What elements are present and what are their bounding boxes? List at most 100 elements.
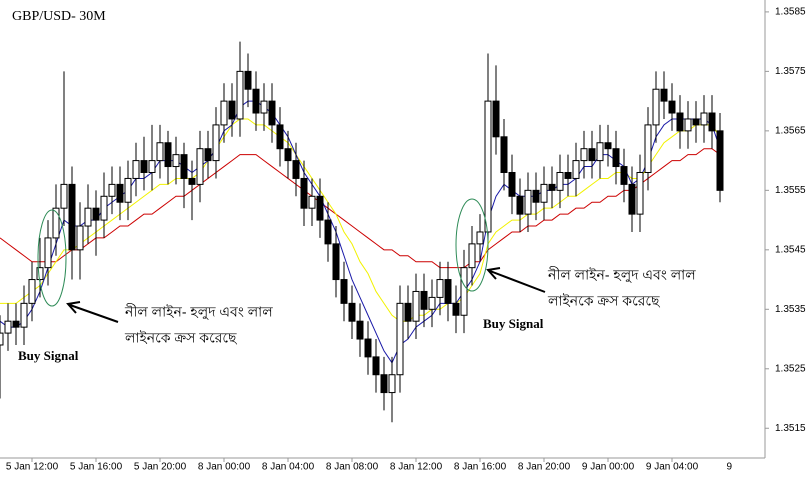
candle-body [612, 148, 620, 168]
annotation: লাইনকে ক্রস করেছে [547, 293, 661, 309]
candle-body [172, 154, 180, 168]
candle-body [276, 124, 284, 150]
candle-body [260, 100, 268, 114]
plot [0, 41, 724, 423]
candle-body [700, 112, 708, 126]
candle-body [460, 267, 468, 316]
candle-body [668, 100, 676, 114]
candle-body [716, 130, 724, 191]
candle-body [524, 189, 532, 215]
candle-body [252, 88, 260, 114]
y-tick-label: 1.3565 [775, 125, 806, 136]
arrow-head [66, 301, 81, 314]
signal-ellipse [455, 198, 489, 292]
candle-body [516, 195, 524, 215]
arrow-head [486, 267, 501, 280]
x-tick-label: 9 Jan 00:00 [582, 462, 635, 473]
candle-body [148, 160, 156, 173]
candle-body [340, 279, 348, 304]
candle-body [308, 195, 316, 209]
candle-body [44, 237, 52, 269]
candle-body [436, 279, 444, 298]
candle-body [404, 302, 412, 322]
y-tick-label: 1.3525 [775, 363, 806, 374]
candle-body [332, 243, 340, 281]
arrow [69, 304, 119, 323]
x-tick-label: 8 Jan 12:00 [390, 462, 443, 473]
candle-body [692, 118, 700, 126]
x-tick-label: 5 Jan 20:00 [134, 462, 187, 473]
candle-body [588, 148, 596, 162]
candle-body [484, 100, 492, 233]
candle-body [684, 118, 692, 132]
candle-body [596, 142, 604, 162]
x-tick-label: 8 Jan 04:00 [262, 462, 315, 473]
candle-body [476, 231, 484, 245]
candle-body [364, 338, 372, 358]
signal-ellipse [37, 209, 67, 307]
candle-body [0, 332, 4, 346]
candle-body [76, 225, 84, 251]
y-tick-label: 1.3585 [775, 7, 806, 18]
x-tick-label: 5 Jan 12:00 [6, 462, 59, 473]
candle-body [164, 142, 172, 168]
candle-body [212, 124, 220, 162]
candle-body [420, 290, 428, 310]
candle-body [292, 160, 300, 179]
candle-body [620, 166, 628, 185]
candle-body [140, 160, 148, 173]
arrow [489, 270, 546, 293]
candle-body [628, 183, 636, 215]
candle-body [452, 302, 460, 316]
candle-body [268, 100, 276, 126]
annotation: নীল লাইন- হলুদ এবং লাল [124, 304, 273, 321]
candle-body [556, 171, 564, 191]
x-tick-label: 8 Jan 16:00 [454, 462, 507, 473]
x-tick-label: 8 Jan 08:00 [326, 462, 379, 473]
annotation: নীল লাইন- হলুদ এবং লাল [547, 267, 696, 284]
y-tick-label: 1.3555 [775, 185, 806, 196]
candle-body [652, 88, 660, 126]
annotation: Buy Signal [483, 316, 544, 331]
candle-body [508, 171, 516, 197]
y-tick-label: 1.3515 [775, 423, 806, 434]
candle-body [100, 195, 108, 221]
y-tick-label: 1.3575 [775, 66, 806, 77]
x-tick-label: 9 Jan 04:00 [646, 462, 699, 473]
candle-body [36, 267, 44, 281]
candle-body [116, 183, 124, 203]
candle-body [548, 183, 556, 191]
x-tick-label: 9 Ja [727, 462, 746, 473]
candle-body [28, 279, 36, 304]
annotation: Buy Signal [18, 348, 79, 363]
candle-body [388, 374, 396, 394]
candle-body [396, 302, 404, 376]
chart-title: GBP/USD- 30M [12, 9, 106, 24]
arrows [66, 267, 546, 323]
candle-body [428, 296, 436, 310]
candle-body [500, 136, 508, 173]
candle-body [636, 171, 644, 215]
candle-body [204, 148, 212, 162]
candle-body [412, 290, 420, 322]
candle-body [532, 189, 540, 203]
candle-body [356, 320, 364, 340]
annotation: লাইনকে ক্রস করেছে [124, 330, 238, 346]
candle-body [644, 124, 652, 173]
x-tick-label: 8 Jan 00:00 [198, 462, 251, 473]
candle-body [92, 207, 100, 221]
candle-body [676, 112, 684, 132]
candle-body [236, 70, 244, 120]
moving-average-line [0, 148, 721, 269]
candle-body [244, 70, 252, 90]
candle-body [444, 279, 452, 304]
candle-body [52, 207, 60, 239]
candle-body [564, 171, 572, 179]
y-tick-label: 1.3535 [775, 304, 806, 315]
candle-body [572, 160, 580, 179]
candle-body [380, 374, 388, 394]
candle-body [156, 142, 164, 162]
candle-body [492, 100, 500, 138]
